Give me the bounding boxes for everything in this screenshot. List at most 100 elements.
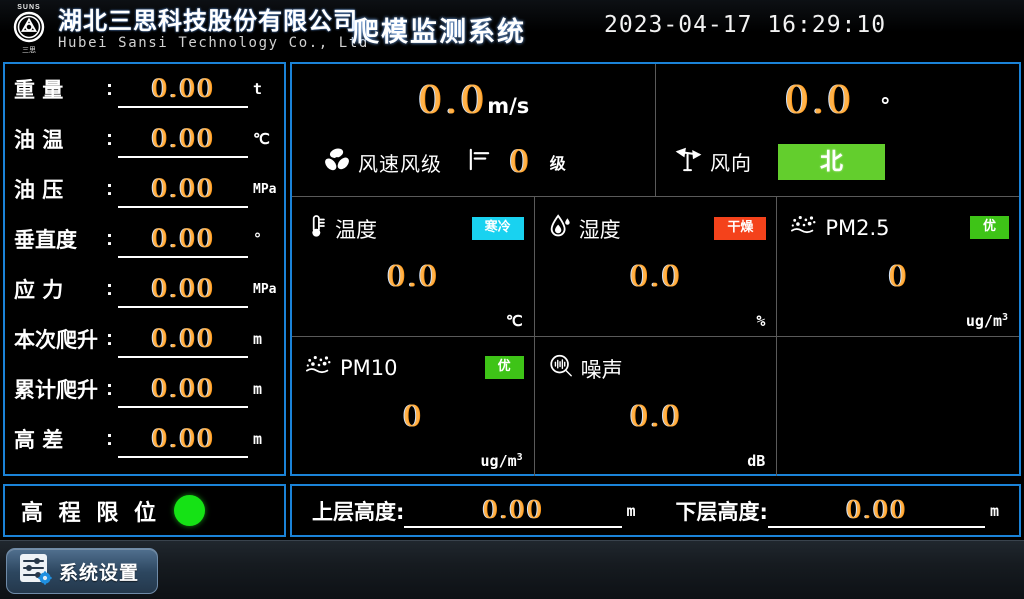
param-row-weight: 重 量 : 0.00 t — [5, 64, 284, 114]
wind-speed-unit: m/s — [487, 94, 530, 118]
height-difference-unit: m — [253, 430, 263, 448]
humidity-cell: 湿度 干燥 0.0 % — [533, 197, 777, 336]
oil-temperature-unit: ℃ — [253, 130, 270, 148]
app-header: SUNS 三思 湖北三思科技股份有限公司 Hubei Sansi Technol… — [0, 0, 1024, 58]
total-climb-value: 0.00 — [151, 373, 215, 403]
wind-speed-value: 0.0 — [417, 78, 488, 122]
pm25-value: 0 — [887, 259, 909, 293]
page-title: 爬模监测系统 — [352, 17, 526, 48]
oil-temperature-value: 0.00 — [151, 123, 215, 153]
thermometer-icon — [305, 213, 328, 244]
temperature-cell: 温度 寒冷 0.0 ℃ — [292, 197, 534, 336]
verticality-field[interactable]: 0.00 — [118, 220, 248, 258]
layer-height-panel: 上层高度: 0.00 m 下层高度: 0.00 m — [290, 484, 1021, 537]
weight-unit: t — [253, 80, 263, 98]
param-colon: : — [106, 427, 113, 450]
total-climb-field[interactable]: 0.00 — [118, 370, 248, 408]
wind-direction-legend: 风向 北 — [656, 143, 1019, 180]
upper-layer-height-field[interactable]: 0.00 — [404, 494, 622, 528]
weight-field[interactable]: 0.00 — [118, 70, 248, 108]
noise-label: 噪声 — [580, 357, 623, 382]
verticality-unit: ° — [253, 230, 263, 248]
oil-pressure-value: 0.00 — [151, 173, 215, 203]
pm10-value: 0 — [402, 399, 424, 433]
wind-direction-readout: 0.0 ° — [656, 78, 1019, 122]
environment-row-2: PM10 优 0 ug/m3 — [292, 336, 1019, 476]
wind-direction-cell: 0.0 ° 风向 北 — [655, 64, 1019, 196]
datetime-display: 2023-04-17 16:29:10 — [604, 12, 887, 38]
upper-layer-height-label: 上层高度: — [312, 499, 405, 524]
param-row-verticality: 垂直度 : 0.00 ° — [5, 214, 284, 264]
weather-vane-icon — [674, 144, 705, 180]
environment-row-1: 温度 寒冷 0.0 ℃ 湿度 干燥 — [292, 196, 1019, 336]
system-settings-button[interactable]: 系统设置 — [6, 548, 158, 594]
parameter-panel: 重 量 : 0.00 t 油 温 : 0.00 ℃ 油 压 : 0.00 MPa… — [3, 62, 286, 476]
upper-layer-height-value: 0.00 — [482, 495, 544, 524]
param-row-oil-temperature: 油 温 : 0.00 ℃ — [5, 114, 284, 164]
wind-direction-value: 0.0 — [784, 78, 854, 122]
empty-cell — [776, 337, 1019, 476]
param-row-total-climb: 累计爬升 : 0.00 m — [5, 364, 284, 414]
wind-speed-readout: 0.0m/s — [292, 78, 655, 122]
param-label: 本次爬升 — [14, 328, 98, 352]
stress-unit: MPa — [253, 281, 277, 297]
stress-field[interactable]: 0.00 — [118, 270, 248, 308]
lower-layer-height-field[interactable]: 0.00 — [767, 494, 985, 528]
pm10-cell: PM10 优 0 ug/m3 — [292, 337, 534, 476]
oil-pressure-field[interactable]: 0.00 — [118, 170, 248, 208]
humidity-value: 0.0 — [629, 259, 682, 293]
param-label: 高 差 — [14, 428, 64, 452]
current-climb-field[interactable]: 0.00 — [118, 320, 248, 358]
param-colon: : — [106, 227, 113, 250]
wind-level-unit: 级 — [549, 154, 566, 173]
param-colon: : — [106, 327, 113, 350]
logo-circle-icon — [13, 11, 45, 43]
logo-suns-text: SUNS — [17, 4, 41, 11]
param-colon: : — [106, 377, 113, 400]
lower-layer-height-label: 下层高度: — [675, 499, 768, 524]
pm10-status-badge: 优 — [484, 356, 524, 379]
current-climb-value: 0.00 — [151, 323, 215, 353]
noise-value: 0.0 — [629, 399, 682, 433]
oil-temperature-field[interactable]: 0.00 — [118, 120, 248, 158]
wind-direction-unit: ° — [879, 94, 891, 118]
upper-layer-height-unit: m — [626, 501, 636, 520]
dust-particles-icon — [305, 353, 333, 382]
humidity-status-badge: 干燥 — [714, 217, 767, 240]
header-background — [0, 0, 1024, 58]
weight-value: 0.00 — [151, 73, 215, 103]
company-logo: SUNS 三思 湖北三思科技股份有限公司 Hubei Sansi Technol… — [6, 4, 369, 54]
wind-level-value: 0 — [509, 144, 529, 180]
wind-row: 0.0m/s 风速风级 — [292, 64, 1019, 196]
temperature-status-badge: 寒冷 — [471, 217, 524, 240]
water-drop-icon — [548, 213, 572, 244]
param-label: 累计爬升 — [14, 378, 98, 402]
fan-icon — [322, 144, 353, 180]
param-row-stress: 应 力 : 0.00 MPa — [5, 264, 284, 314]
current-climb-unit: m — [253, 330, 263, 348]
height-difference-field[interactable]: 0.00 — [118, 420, 248, 458]
noise-meter-icon — [548, 353, 574, 384]
elevation-limit-indicator — [173, 495, 205, 526]
total-climb-unit: m — [253, 380, 263, 398]
param-colon: : — [106, 177, 113, 200]
pm10-label: PM10 — [340, 355, 398, 380]
elevation-limit-panel: 高 程 限 位 — [3, 484, 286, 537]
settings-sliders-icon — [18, 552, 52, 591]
sensor-panel: 0.0m/s 风速风级 — [290, 62, 1021, 476]
param-colon: : — [106, 277, 113, 300]
pm10-unit: ug/m3 — [480, 452, 523, 470]
wind-speed-label: 风速风级 — [358, 151, 442, 176]
lower-layer-height-unit: m — [990, 501, 1000, 520]
param-label: 重 量 — [14, 78, 64, 102]
wind-direction-badge: 北 — [778, 143, 885, 180]
logo-sansi-text: 三思 — [22, 47, 36, 54]
temperature-unit: ℃ — [505, 312, 523, 330]
wind-speed-legend: 风速风级 0 级 — [292, 144, 655, 180]
noise-unit: dB — [747, 452, 766, 470]
environment-grid: 温度 寒冷 0.0 ℃ 湿度 干燥 — [292, 196, 1019, 476]
elevation-limit-label: 高 程 限 位 — [21, 500, 160, 526]
height-difference-value: 0.00 — [151, 423, 215, 453]
verticality-value: 0.00 — [151, 223, 215, 253]
company-name-en: Hubei Sansi Technology Co., Ltd — [58, 34, 369, 51]
